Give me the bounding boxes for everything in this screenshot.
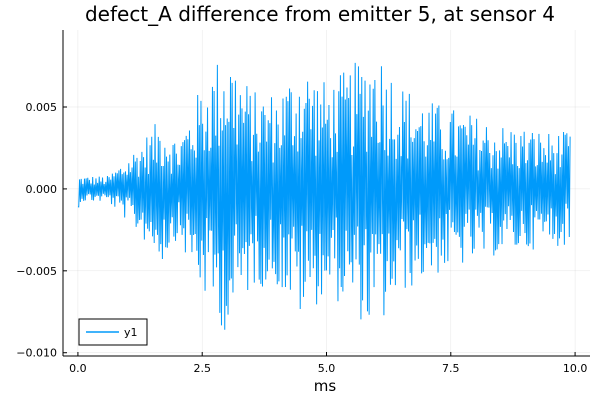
legend: y1 bbox=[78, 318, 148, 346]
x-tick-label: 10.0 bbox=[563, 362, 588, 375]
series-group bbox=[77, 62, 571, 330]
series-line-y1 bbox=[77, 62, 571, 330]
x-tick-label: 7.5 bbox=[442, 362, 460, 375]
y-tick-label: 0.000 bbox=[26, 183, 58, 196]
y-tick-label: −0.005 bbox=[16, 265, 57, 278]
chart-title: defect_A difference from emitter 5, at s… bbox=[85, 2, 555, 26]
y-tick-label: 0.005 bbox=[26, 101, 58, 114]
x-tick-label: 0.0 bbox=[69, 362, 87, 375]
axes bbox=[62, 30, 590, 357]
tick-labels: 0.0 2.5 5.0 7.5 10.0 −0.010 −0.005 0.000 0.005 bbox=[16, 101, 587, 375]
x-tick-label: 5.0 bbox=[318, 362, 336, 375]
legend-label-y1: y1 bbox=[124, 326, 138, 339]
x-axis-label: ms bbox=[314, 377, 337, 395]
x-tick-label: 2.5 bbox=[193, 362, 211, 375]
y-tick-label: −0.010 bbox=[16, 347, 57, 360]
